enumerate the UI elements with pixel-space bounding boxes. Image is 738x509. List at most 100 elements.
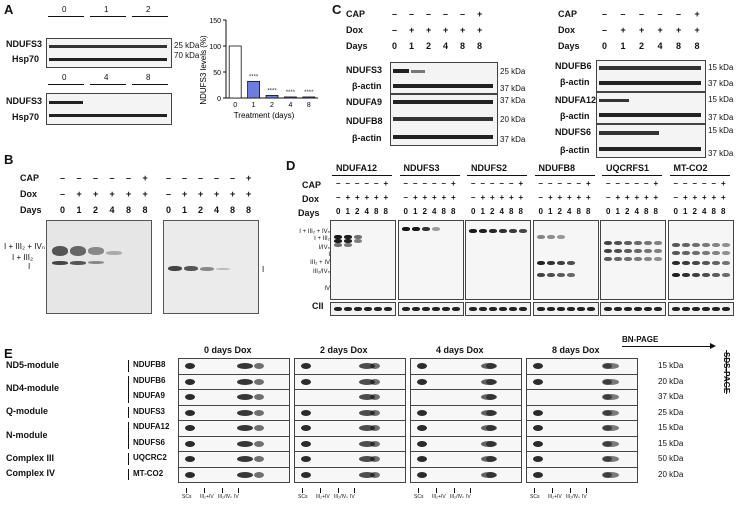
spot <box>370 456 380 462</box>
dox-value: + <box>694 25 700 35</box>
band <box>546 261 555 265</box>
blot-2d <box>178 389 290 406</box>
spot <box>301 425 311 431</box>
spot <box>602 471 612 478</box>
complex-label: I + III₂ + IVₙ <box>4 242 45 251</box>
group-label: 1 <box>104 5 109 14</box>
spot <box>185 378 195 385</box>
condition-value: 1 <box>413 207 418 216</box>
y-tick-label: 0 <box>217 96 221 103</box>
blot-2d <box>178 358 290 375</box>
days-value: 8 <box>230 205 236 215</box>
spot <box>533 378 543 385</box>
band <box>681 307 690 311</box>
spot <box>533 440 543 447</box>
condition-value: 4 <box>702 207 707 216</box>
days-value: 0 <box>602 41 608 51</box>
condition-value: – <box>576 179 581 188</box>
marker-label: 20 kDa <box>500 115 526 124</box>
condition-value: – <box>567 179 572 188</box>
condition-value: + <box>441 193 447 202</box>
western-blot-a2 <box>46 93 172 125</box>
dox-value: + <box>214 189 220 199</box>
antibody-underline <box>669 175 730 176</box>
complex-label: IV <box>324 286 330 292</box>
band <box>489 229 497 233</box>
band <box>566 273 575 277</box>
band <box>536 235 545 239</box>
spot <box>185 456 195 462</box>
condition-value: – <box>403 179 408 188</box>
marker-label: 25 kDa <box>500 67 526 76</box>
days-value: 2 <box>426 41 432 51</box>
row-label-cap: CAP <box>302 180 322 190</box>
band <box>546 307 555 311</box>
band <box>546 273 555 277</box>
x-axis-label: Treatment (days) <box>234 111 295 120</box>
blot-2d <box>526 435 638 452</box>
days-value: 0 <box>166 205 172 215</box>
blot-2d <box>178 435 290 452</box>
band <box>691 243 700 247</box>
blot-2d <box>178 466 290 483</box>
condition-value: – <box>364 179 369 188</box>
band <box>604 307 612 311</box>
band <box>586 307 595 311</box>
condition-value: 8 <box>451 207 456 216</box>
marker-label: 20 kDa <box>658 469 684 479</box>
condition-value: 0 <box>471 207 476 216</box>
band <box>701 243 710 247</box>
band <box>344 239 352 243</box>
band <box>411 307 420 311</box>
complex-label: I <box>262 265 265 274</box>
band <box>711 307 720 311</box>
spot <box>185 409 195 416</box>
cap-value: + <box>246 173 252 183</box>
condition-value: – <box>471 179 476 188</box>
dox-value: + <box>230 189 236 199</box>
condition-value: 8 <box>711 207 716 216</box>
bottom-label: III₂/IVₙ <box>334 494 349 500</box>
bar <box>247 80 260 99</box>
cap-value: – <box>126 173 132 183</box>
spot <box>417 471 427 478</box>
bottom-label: III₂+IV <box>200 494 214 500</box>
blot-2d <box>294 466 406 483</box>
blot-2d <box>526 373 638 390</box>
days-value: 1 <box>76 205 82 215</box>
protein-label: NDUFA9 <box>133 391 166 400</box>
row-label-cap: CAP <box>558 9 578 19</box>
bottom-label: III₂+IV <box>316 494 330 500</box>
dox-value: + <box>657 25 663 35</box>
condition-value: 4 <box>567 207 572 216</box>
condition-value: + <box>692 193 698 202</box>
band <box>431 227 440 231</box>
band <box>354 239 362 243</box>
spot <box>602 440 612 447</box>
band <box>384 307 392 311</box>
band <box>431 307 440 311</box>
days-value: 0 <box>392 41 398 51</box>
condition-value: – <box>644 179 649 188</box>
antibody-label: NDUFS3 <box>403 163 440 173</box>
cap-value: – <box>426 9 432 19</box>
condition-value: + <box>518 193 524 202</box>
row-label-dox: Dox <box>558 25 576 35</box>
tick <box>238 488 239 493</box>
condition-value: – <box>403 193 408 202</box>
condition-value: + <box>518 179 524 188</box>
western-blot-c3 <box>596 60 706 92</box>
marker-label: 20 kDa <box>658 376 684 386</box>
days-value: 2 <box>198 205 204 215</box>
row-label-dox: Dox <box>302 194 320 204</box>
spot <box>237 409 253 416</box>
condition-value: 2 <box>625 207 630 216</box>
condition-value: + <box>576 193 582 202</box>
band <box>536 261 545 265</box>
group-label: 0 <box>62 73 67 82</box>
blot-label: NDUFS3 <box>346 65 383 75</box>
band <box>519 307 527 311</box>
tick <box>454 488 455 493</box>
panel-d-letter: D <box>286 158 296 173</box>
condition-value: + <box>683 193 688 202</box>
